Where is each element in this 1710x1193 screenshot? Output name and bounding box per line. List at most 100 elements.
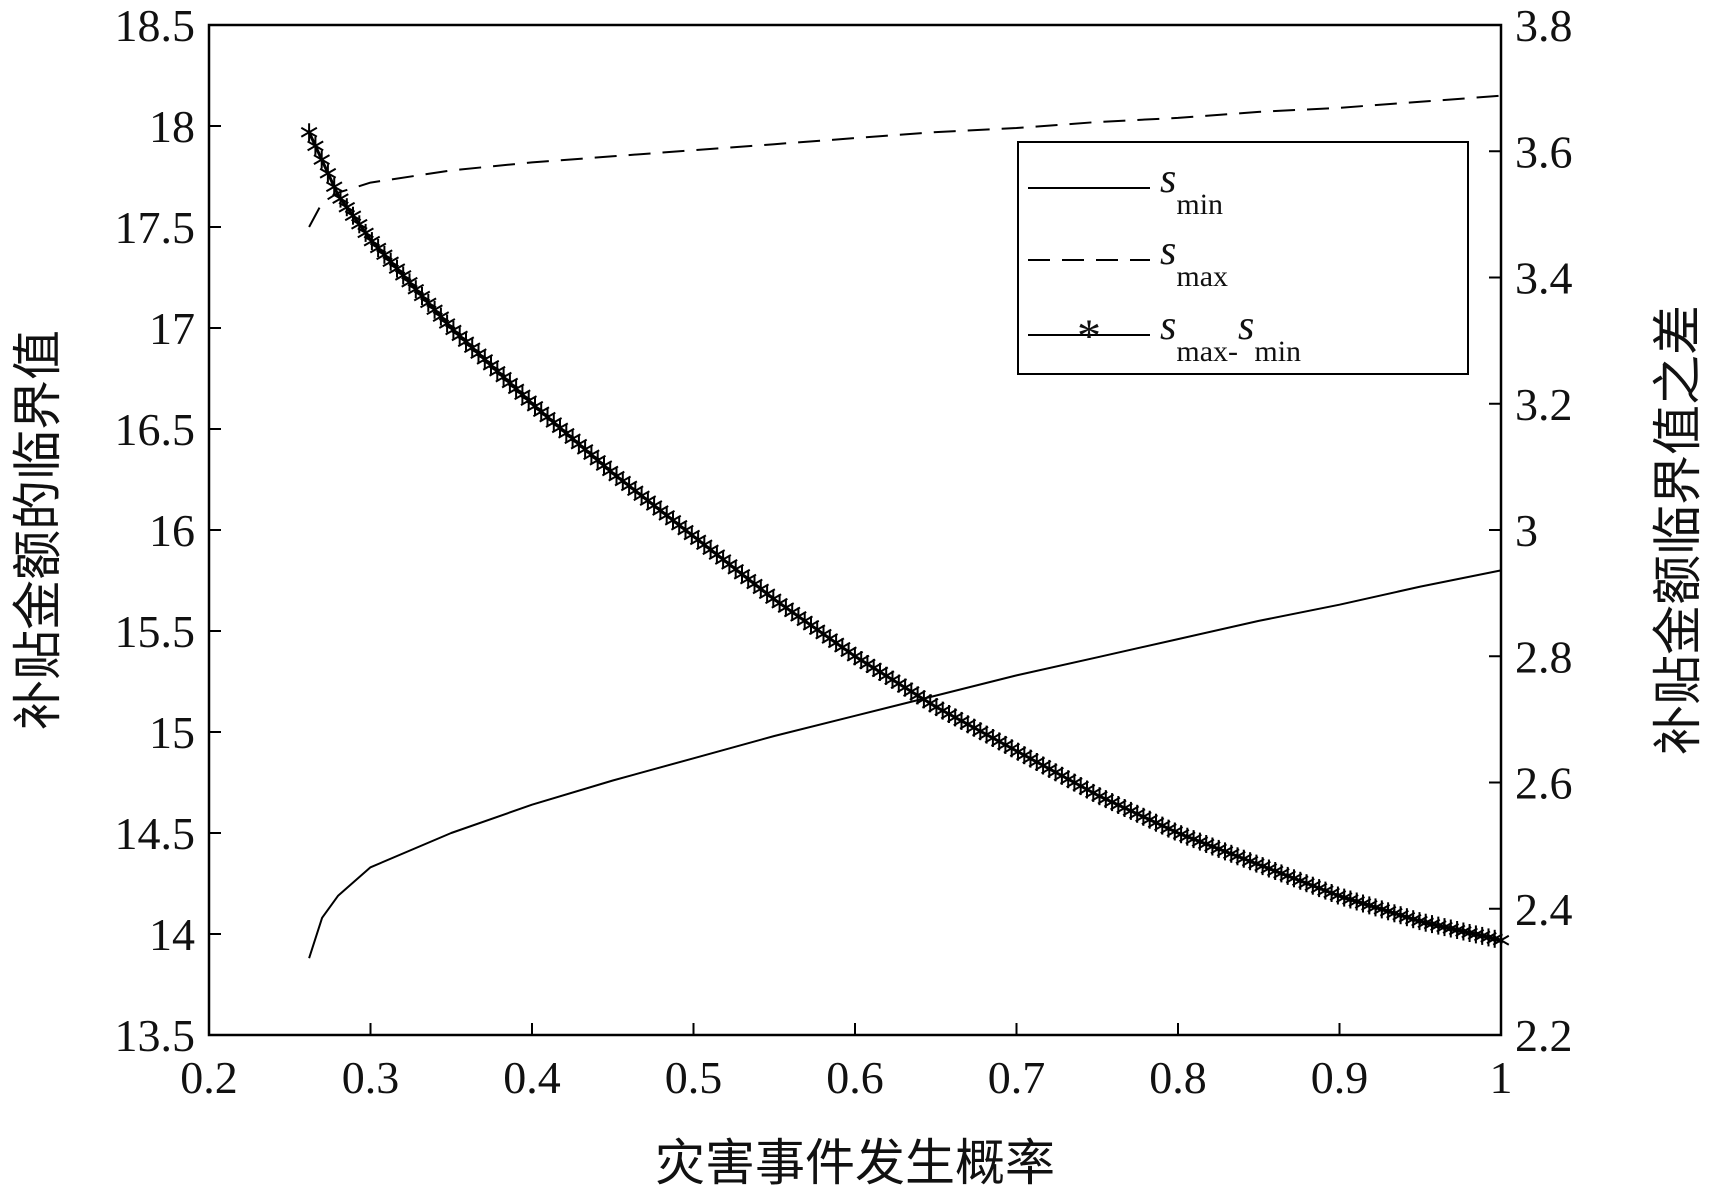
star-stroke bbox=[589, 454, 606, 466]
star-stroke bbox=[658, 510, 675, 521]
star-stroke bbox=[344, 210, 362, 222]
star-marker bbox=[325, 177, 343, 196]
star-stroke bbox=[420, 297, 437, 309]
left-y-axis-title: 补贴金额的临界值 bbox=[9, 330, 67, 730]
star-stroke bbox=[451, 330, 468, 342]
star-marker bbox=[357, 223, 374, 242]
star-stroke bbox=[457, 336, 475, 348]
star-marker bbox=[369, 239, 387, 257]
y-left-tick-label: 18.5 bbox=[115, 0, 196, 51]
legend-label-main: s bbox=[1160, 228, 1176, 274]
star-marker bbox=[620, 476, 638, 495]
star-marker bbox=[739, 570, 757, 589]
legend: smin smax * smax-smin bbox=[1017, 141, 1469, 375]
star-marker bbox=[514, 385, 531, 404]
star-marker bbox=[300, 123, 318, 142]
legend-label-sub: max bbox=[1176, 335, 1228, 368]
star-stroke bbox=[300, 126, 318, 138]
y-right-tick-label: 2.4 bbox=[1515, 884, 1573, 935]
star-stroke bbox=[376, 249, 393, 261]
star-stroke bbox=[639, 495, 657, 506]
star-marker bbox=[683, 526, 701, 544]
y-left-tick-label: 15.5 bbox=[115, 606, 196, 657]
star-marker bbox=[394, 266, 412, 285]
star-marker bbox=[489, 362, 506, 381]
star-stroke bbox=[520, 395, 537, 406]
star-stroke bbox=[319, 167, 337, 179]
star-marker bbox=[401, 273, 418, 292]
star-marker bbox=[482, 356, 500, 375]
star-marker bbox=[664, 511, 682, 530]
star-stroke bbox=[670, 519, 688, 531]
star-stroke bbox=[721, 559, 738, 570]
star-marker bbox=[520, 391, 537, 410]
star-stroke bbox=[664, 514, 682, 526]
star-stroke bbox=[558, 427, 575, 439]
y-right-tick-label: 3.8 bbox=[1515, 0, 1573, 51]
star-stroke bbox=[689, 534, 707, 546]
star-stroke bbox=[526, 400, 544, 412]
star-stroke bbox=[733, 568, 751, 580]
star-marker bbox=[545, 413, 563, 432]
star-stroke bbox=[677, 524, 694, 536]
star-stroke bbox=[727, 563, 744, 575]
star-stroke bbox=[746, 578, 763, 590]
star-stroke bbox=[325, 181, 343, 193]
series-line-0 bbox=[308, 569, 1502, 959]
star-stroke bbox=[620, 480, 638, 492]
star-marker bbox=[463, 338, 481, 357]
y-right-tick-label: 3.2 bbox=[1515, 379, 1573, 430]
star-marker bbox=[576, 440, 594, 459]
legend-label-main: s bbox=[1238, 303, 1254, 349]
x-axis: 0.2 0.3 0.4 0.5 0.6 0.7 0.8 0.9 1 bbox=[180, 1023, 1513, 1103]
star-stroke bbox=[514, 389, 531, 401]
star-stroke bbox=[307, 140, 324, 152]
star-stroke bbox=[633, 490, 650, 502]
left-y-axis: 13.5 14 14.5 15 15.5 16 16.5 17 17.5 18 18.5 bbox=[115, 0, 221, 1061]
star-marker bbox=[652, 501, 669, 520]
y-right-tick-label: 2.6 bbox=[1515, 758, 1573, 809]
star-stroke bbox=[363, 235, 381, 247]
star-stroke bbox=[495, 371, 512, 383]
star-marker bbox=[714, 550, 732, 569]
star-marker bbox=[432, 307, 450, 326]
star-marker bbox=[727, 560, 744, 579]
star-marker bbox=[501, 374, 519, 392]
star-stroke bbox=[426, 304, 443, 316]
star-stroke bbox=[401, 276, 418, 288]
star-stroke bbox=[739, 573, 757, 585]
y-right-tick-label: 3 bbox=[1515, 505, 1538, 556]
y-left-tick-label: 15 bbox=[149, 707, 195, 758]
star-stroke bbox=[394, 270, 412, 281]
y-right-tick-label: 2.2 bbox=[1515, 1010, 1573, 1061]
star-stroke bbox=[476, 354, 494, 365]
star-marker bbox=[696, 535, 713, 554]
star-stroke bbox=[696, 539, 713, 551]
star-stroke bbox=[445, 324, 462, 336]
star-marker bbox=[495, 368, 512, 387]
star-stroke bbox=[702, 544, 719, 556]
star-stroke bbox=[501, 377, 519, 389]
star-stroke bbox=[482, 359, 500, 371]
star-stroke bbox=[369, 242, 387, 254]
star-marker bbox=[639, 491, 657, 510]
star-stroke bbox=[758, 588, 776, 600]
legend-label-sub: min bbox=[1254, 335, 1301, 368]
legend-label-sub: max bbox=[1176, 260, 1228, 293]
star-stroke bbox=[357, 227, 374, 239]
star-marker bbox=[307, 136, 324, 155]
star-marker bbox=[438, 314, 456, 333]
star-stroke bbox=[645, 500, 663, 511]
x-axis-title: 灾害事件发生概率 bbox=[655, 1134, 1055, 1192]
x-tick-label: 0.3 bbox=[342, 1052, 400, 1103]
star-marker bbox=[526, 397, 544, 416]
right-y-axis-title: 补贴金额临界值之差 bbox=[1649, 305, 1707, 755]
star-marker bbox=[476, 350, 494, 369]
star-marker bbox=[752, 579, 770, 598]
star-marker bbox=[614, 472, 632, 490]
star-marker bbox=[558, 424, 575, 443]
star-stroke bbox=[438, 318, 456, 329]
y-left-tick-label: 16 bbox=[149, 505, 195, 556]
star-marker bbox=[708, 545, 726, 564]
